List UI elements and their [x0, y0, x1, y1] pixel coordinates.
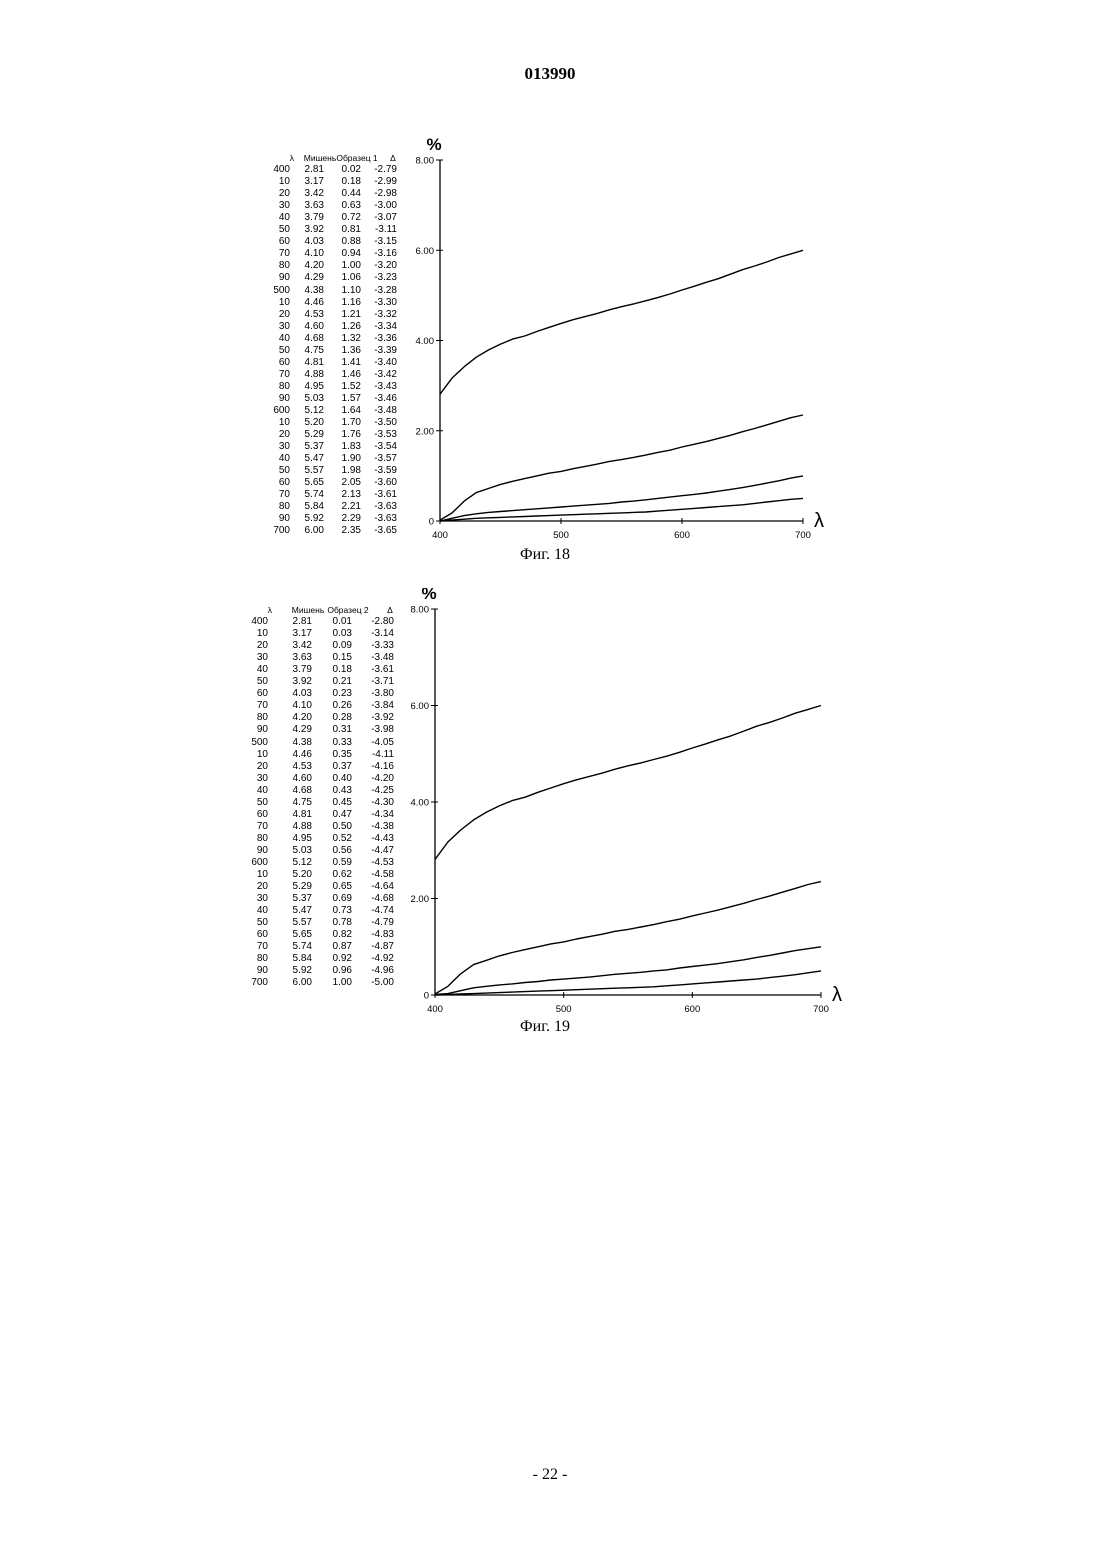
x-tick-label: 600: [674, 530, 690, 541]
figure-caption: Фиг. 19: [520, 1018, 570, 1036]
figure-caption: Фиг. 18: [520, 546, 570, 564]
y-unit-label: %: [426, 135, 441, 154]
series-line-4: [435, 971, 821, 995]
x-tick-label: 400: [432, 530, 448, 541]
y-tick-label: 8.00: [416, 156, 435, 167]
series-line-1: [435, 706, 821, 860]
y-tick-label: 4.00: [411, 798, 430, 809]
y-tick-label: 6.00: [411, 701, 430, 712]
x-axis-symbol: λ: [832, 984, 842, 1006]
series-line-3: [440, 476, 803, 521]
x-tick-label: 600: [684, 1004, 700, 1015]
figure-18: λМишеньОбразец 1Δ4002.810.02-2.79103.170…: [250, 128, 830, 568]
series-line-2: [435, 882, 821, 994]
page-number: - 22 -: [0, 1466, 1100, 1484]
y-tick-label: 2.00: [416, 426, 435, 437]
y-tick-label: 2.00: [411, 894, 430, 905]
x-tick-label: 500: [556, 1004, 572, 1015]
y-tick-label: 4.00: [416, 336, 435, 347]
x-tick-label: 700: [795, 530, 811, 541]
y-unit-label: %: [421, 588, 436, 603]
y-tick-label: 8.00: [411, 605, 430, 616]
x-tick-label: 400: [427, 1004, 443, 1015]
y-tick-label: 6.00: [416, 246, 435, 257]
y-tick-label: 0: [429, 517, 434, 528]
x-axis-symbol: λ: [814, 510, 824, 532]
line-chart: 0 2.00 4.00 6.00 8.00 400 500 600 700% λ: [250, 128, 830, 548]
line-chart: 0 2.00 4.00 6.00 8.00 400 500 600 700% λ: [250, 588, 850, 1018]
x-tick-label: 700: [813, 1004, 829, 1015]
series-line-1: [440, 250, 803, 394]
document-number: 013990: [0, 64, 1100, 84]
x-tick-label: 500: [553, 530, 569, 541]
y-tick-label: 0: [424, 991, 429, 1002]
figure-19: λМишеньОбразец 2Δ4002.810.01-2.80103.170…: [250, 588, 850, 1048]
